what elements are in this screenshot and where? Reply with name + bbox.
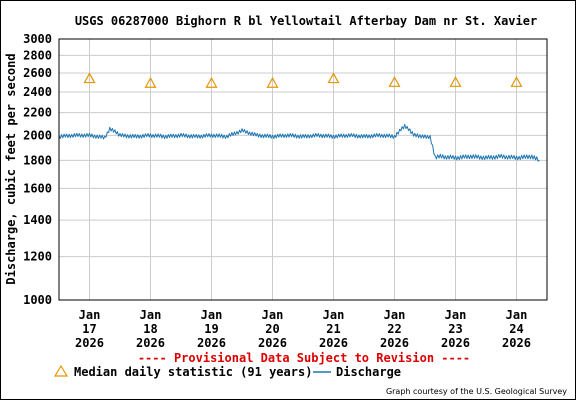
x-tick-label: Jan xyxy=(201,308,223,322)
legend-discharge-label: Discharge xyxy=(336,365,401,379)
x-tick-label: Jan xyxy=(384,308,406,322)
x-tick-label: 19 xyxy=(204,322,218,336)
x-tick-labels: Jan172026Jan182026Jan192026Jan202026Jan2… xyxy=(75,308,531,350)
y-tick-labels: 1000 1200 1400 1600 1800 2000 2200 2400 2600 2800… xyxy=(23,32,52,307)
x-tick-label: 2026 xyxy=(380,336,409,350)
median-point xyxy=(144,77,157,88)
x-tick-label: Jan xyxy=(140,308,162,322)
median-point xyxy=(327,72,340,84)
x-tick-label: 2026 xyxy=(319,336,348,350)
discharge-series-line xyxy=(58,123,540,162)
median-point xyxy=(83,72,96,84)
x-tick-label: 2026 xyxy=(258,336,287,350)
x-tick-label: Jan xyxy=(445,308,467,322)
median-point xyxy=(388,76,401,87)
x-tick-label: Jan xyxy=(79,308,101,322)
y-tick-label: 2800 xyxy=(23,48,52,62)
x-tick-label: 20 xyxy=(265,322,279,336)
chart-title: USGS 06287000 Bighorn R bl Yellowtail Af… xyxy=(75,14,537,28)
x-tick-label: 2026 xyxy=(441,336,470,350)
x-tick-label: Jan xyxy=(506,308,528,322)
grid-lines xyxy=(59,38,547,301)
y-tick-label: 2000 xyxy=(23,128,52,142)
y-tick-label: 1400 xyxy=(23,213,52,227)
x-tick-label: 2026 xyxy=(75,336,104,350)
x-tick-label: 21 xyxy=(326,322,340,336)
y-tick-label: 1800 xyxy=(23,153,52,167)
provisional-data-note: ---- Provisional Data Subject to Revisio… xyxy=(138,351,470,365)
median-point xyxy=(205,77,218,88)
x-tick-label: 18 xyxy=(143,322,157,336)
data-series xyxy=(58,72,540,162)
x-tick-label: 2026 xyxy=(197,336,226,350)
y-tick-label: 1000 xyxy=(23,293,52,307)
x-tick-label: 17 xyxy=(82,322,96,336)
median-triangle-icon xyxy=(53,364,69,377)
x-tick-label: 23 xyxy=(448,322,462,336)
x-tick-label: Jan xyxy=(323,308,345,322)
x-tick-label: 24 xyxy=(509,322,523,336)
median-point xyxy=(510,76,523,87)
x-tick-label: 2026 xyxy=(502,336,531,350)
legend-median-label: Median daily statistic (91 years) xyxy=(74,365,312,379)
x-tick-label: Jan xyxy=(262,308,284,322)
usgs-credit: Graph courtesy of the U.S. Geological Su… xyxy=(386,387,567,396)
y-tick-label: 1600 xyxy=(23,181,52,195)
y-tick-label: 3000 xyxy=(23,32,52,46)
plot-area-border xyxy=(58,38,548,301)
y-tick-label: 2200 xyxy=(23,106,52,120)
x-tick-label: 22 xyxy=(387,322,401,336)
x-tick-label: 2026 xyxy=(136,336,165,350)
median-point xyxy=(449,76,462,87)
median-point xyxy=(266,77,279,88)
y-tick-label: 1200 xyxy=(23,250,52,264)
y-tick-label: 2600 xyxy=(23,66,52,80)
y-tick-label: 2400 xyxy=(23,85,52,99)
y-axis-label: Discharge, cubic feet per second xyxy=(4,53,18,284)
legend: Median daily statistic (91 years) Discha… xyxy=(53,364,401,379)
